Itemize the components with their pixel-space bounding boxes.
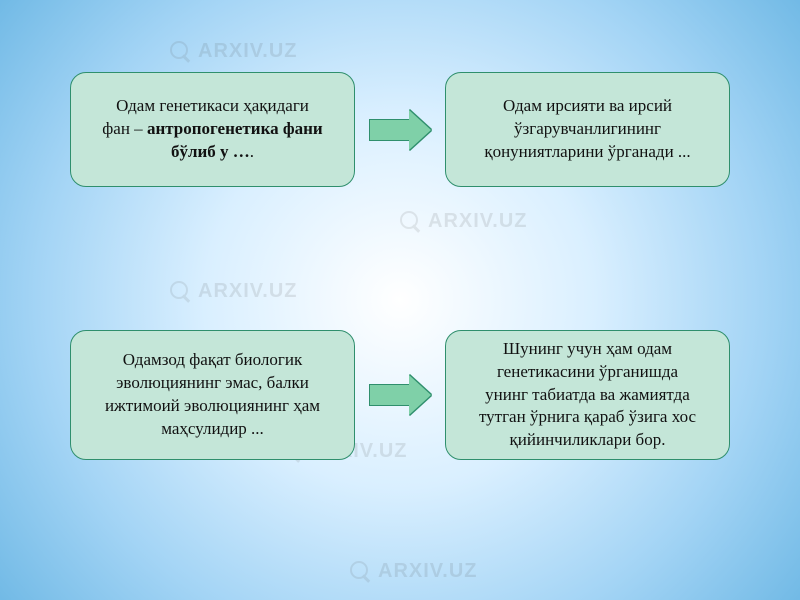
arrow-head — [409, 375, 431, 415]
box-text-line: Одам ирсияти ва ирсий — [503, 95, 672, 118]
box-text-line: эволюциянинг эмас, балки — [116, 372, 309, 395]
box-right-2: Шунинг учун ҳам одам генетикасини ўргани… — [445, 330, 730, 460]
flow-row-2: Одамзод фақат биологик эволюциянинг эмас… — [0, 330, 800, 460]
flow-row-1: Одам генетикаси ҳақидаги фан – антропоге… — [0, 72, 800, 187]
box-text-line: фан – антропогенетика фани — [102, 118, 322, 141]
arrow-shaft — [369, 384, 409, 406]
arrow-right-icon — [369, 375, 431, 415]
box-text-line: бўлиб у …. — [171, 141, 254, 164]
box-text-line: ўзгарувчанлигининг — [514, 118, 661, 141]
box-text-line: тутган ўрнига қараб ўзига хос — [479, 406, 696, 429]
box-left-2: Одамзод фақат биологик эволюциянинг эмас… — [70, 330, 355, 460]
box-text-line: Шунинг учун ҳам одам — [503, 338, 672, 361]
box-text-line: Одам генетикаси ҳақидаги — [116, 95, 309, 118]
box-text-line: ижтимоий эволюциянинг ҳам — [105, 395, 320, 418]
box-text-line: қонуниятларини ўрганади ... — [484, 141, 690, 164]
box-text-line: генетикасини ўрганишда — [497, 361, 678, 384]
box-left-1: Одам генетикаси ҳақидаги фан – антропоге… — [70, 72, 355, 187]
arrow-shaft — [369, 119, 409, 141]
box-right-1: Одам ирсияти ва ирсий ўзгарувчанлигининг… — [445, 72, 730, 187]
box-text-line: Одамзод фақат биологик — [123, 349, 302, 372]
box-text-line: унинг табиатда ва жамиятда — [485, 384, 690, 407]
box-text-line: қийинчиликлари бор. — [510, 429, 666, 452]
arrow-head — [409, 110, 431, 150]
arrow-right-icon — [369, 110, 431, 150]
box-text-line: маҳсулидир ... — [161, 418, 264, 441]
